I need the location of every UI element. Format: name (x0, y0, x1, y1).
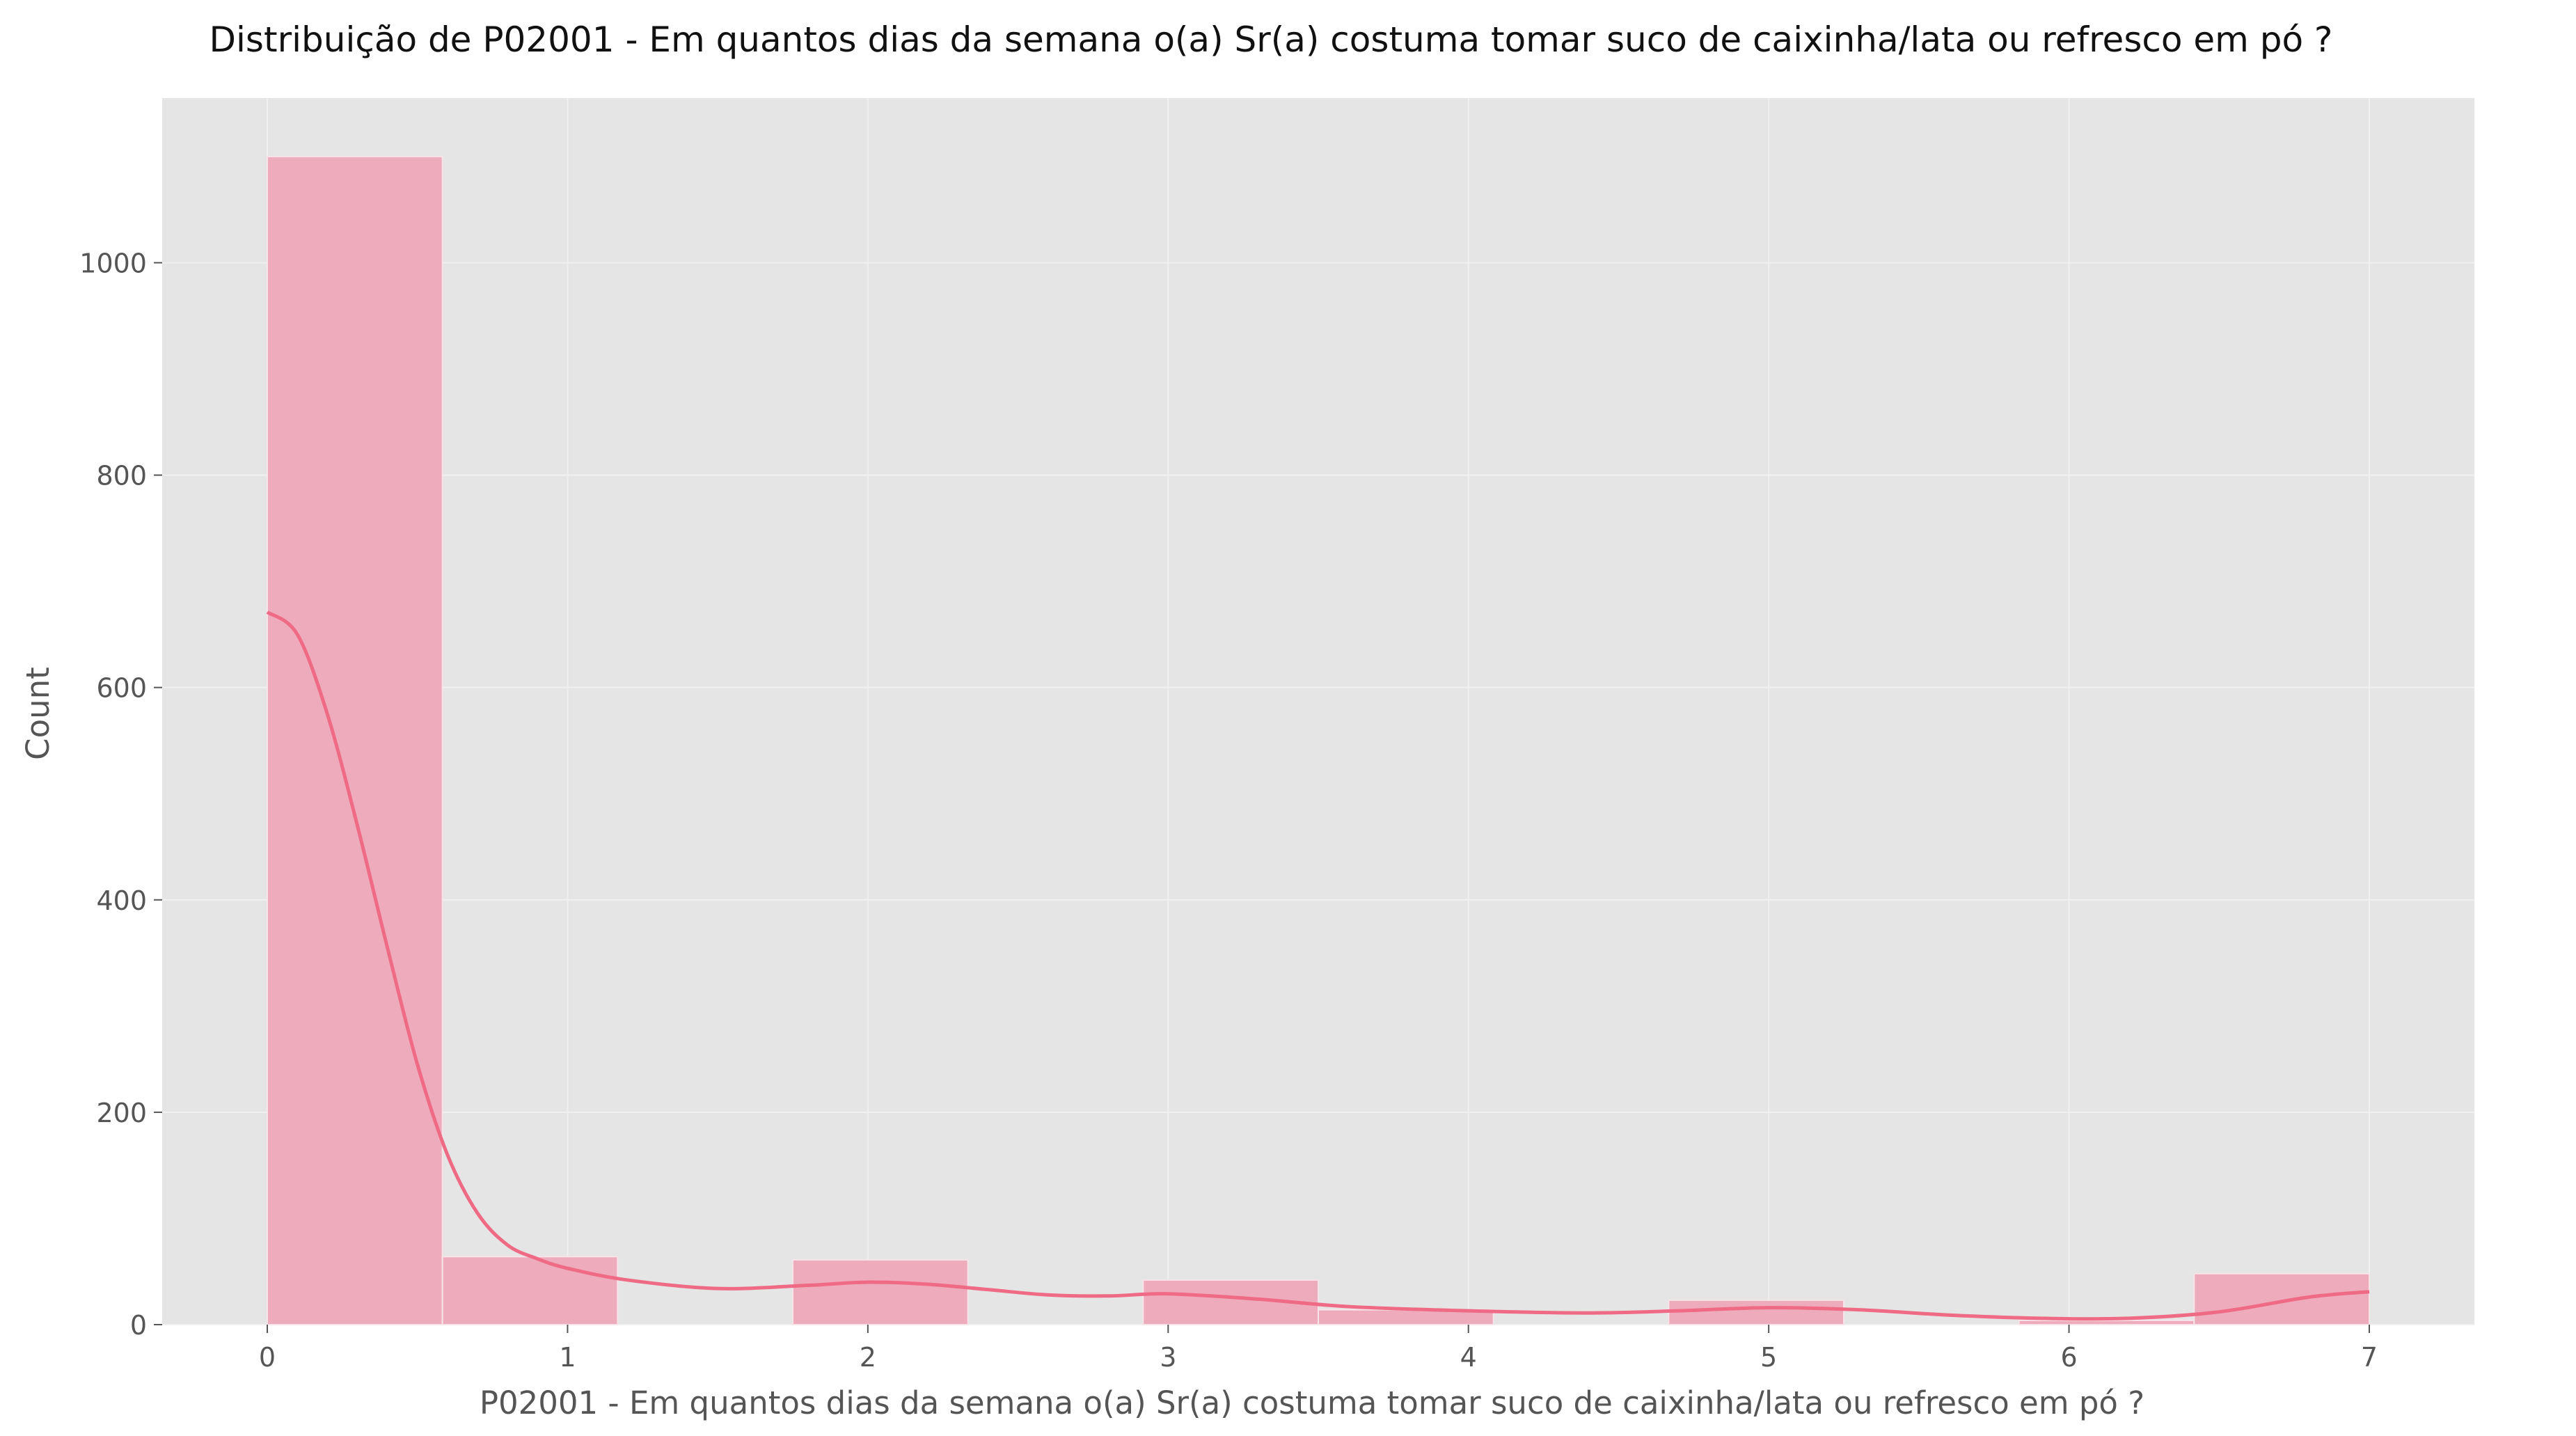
histogram-bar (792, 1259, 969, 1326)
histogram-bar (2018, 1319, 2195, 1325)
x-tick-label: 7 (2361, 1342, 2378, 1373)
histogram-bar (267, 155, 443, 1325)
histogram-bar (1668, 1299, 1844, 1326)
y-axis-ticks: 0 200 400 600 800 1000 (79, 248, 162, 1341)
y-tick-label: 0 (130, 1310, 147, 1341)
y-tick-label: 600 (96, 673, 147, 704)
chart-title: Distribuição de P02001 - Em quantos dias… (210, 19, 2333, 60)
x-axis-ticks: 0 1 2 3 4 5 6 7 (259, 1325, 2378, 1373)
kde-curve (266, 610, 2370, 1321)
y-tick-label: 400 (96, 885, 147, 916)
x-tick-label: 2 (860, 1342, 876, 1373)
x-tick-label: 4 (1460, 1342, 1477, 1373)
x-axis-label: P02001 - Em quantos dias da semana o(a) … (480, 1384, 2144, 1421)
x-tick-label: 3 (1160, 1342, 1176, 1373)
plot-area (162, 98, 2474, 1325)
histogram-bar (441, 1256, 619, 1325)
x-tick-label: 6 (2060, 1342, 2077, 1373)
y-tick-label: 800 (96, 461, 147, 491)
x-tick-label: 0 (259, 1342, 276, 1373)
histogram-bar (2193, 1272, 2370, 1326)
x-tick-label: 5 (1760, 1342, 1777, 1373)
y-axis-label: Count (19, 667, 56, 760)
x-tick-label: 1 (559, 1342, 576, 1373)
histogram-bars (267, 155, 2370, 1326)
y-tick-label: 200 (96, 1098, 147, 1128)
y-tick-label: 1000 (79, 248, 147, 278)
